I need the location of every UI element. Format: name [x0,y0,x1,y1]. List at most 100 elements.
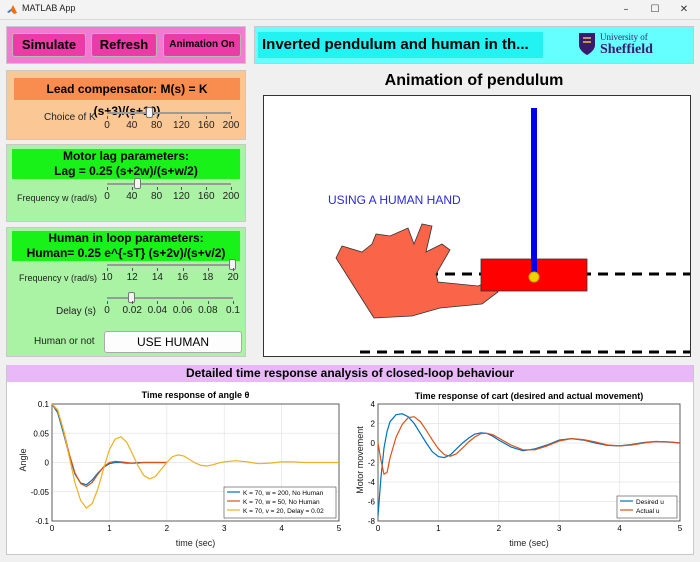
y-tick-label: 0.05 [33,429,49,438]
university-logo: University of Sheffield [578,31,660,59]
slider-tick-label: 80 [151,120,163,131]
slider-thumb[interactable] [146,107,154,118]
slider-tick-mark [107,187,108,190]
logo-text-line2: Sheffield [600,42,653,57]
pendulum-pivot [528,271,540,283]
shield-icon [579,33,595,55]
human-hand-shape [335,223,499,319]
slider-tick-label: 0.02 [122,305,142,316]
slider-tick-mark [233,301,234,304]
slider-tick-mark [156,187,158,190]
w-slider-label: Frequency w (rad/s) [17,193,98,203]
x-tick-label: 2 [497,524,502,533]
x-tick-label: 4 [617,524,622,533]
x-tick-label: 5 [337,524,342,533]
y-tick-label: -0.1 [35,517,49,526]
slider-track[interactable] [107,264,233,266]
slider-tick-label: 0 [104,305,110,316]
slider-tick-mark [132,268,134,271]
slider-tick-mark [182,301,184,304]
y-tick-label: -4 [368,478,376,487]
human-title-line1: Human in loop parameters: [48,231,204,245]
series-line [377,416,681,476]
slider-track[interactable] [107,297,233,299]
slider-tick-label: 160 [197,120,215,131]
slider-tick-mark [107,301,108,304]
use-human-button[interactable]: USE HUMAN [104,331,242,353]
slider-tick-mark [182,268,184,271]
slider-tick-mark [181,116,183,119]
motor-lag-title-line2: Lag = 0.25 (s+2w)/(s+w/2) [54,164,198,178]
legend-entry: K = 70, w = 50, No Human [243,499,320,506]
slider-tick-label: 0 [104,191,110,202]
close-button[interactable]: ✕ [679,4,689,15]
slider-track[interactable] [107,183,231,185]
slider-thumb[interactable] [134,178,141,189]
slider-tick-label: 10 [101,272,113,283]
slider-tick-mark [157,268,159,271]
y-tick-label: 4 [371,400,376,409]
human-title-line2: Human= 0.25 e^{-sT} (s+2v)/(s+v/2) [26,246,226,260]
slider-track[interactable] [107,112,231,114]
slider-tick-mark [131,187,133,190]
logo-text-line1: University of [600,32,648,42]
motor-lag-title-line1: Motor lag parameters: [62,149,190,163]
x-tick-label: 4 [279,524,284,533]
x-tick-label: 0 [50,524,55,533]
slider-tick-label: 16 [177,272,189,283]
analysis-title: Detailed time response analysis of close… [7,365,693,382]
x-tick-label: 0 [376,524,381,533]
slider-tick-mark [157,301,159,304]
slider-thumb[interactable] [229,259,236,270]
delay-slider-label: Delay (s) [56,306,97,317]
slider-tick-label: 18 [202,272,214,283]
slider-tick-label: 200 [222,120,240,131]
slider-tick-mark [181,187,183,190]
slider-tick-mark [207,301,209,304]
animation-axes [263,95,691,357]
slider-tick-label: 0.1 [226,305,240,316]
slider-tick-label: 20 [227,272,239,283]
slider-tick-label: 40 [126,191,138,202]
series-line [51,403,167,488]
animation-toggle-button[interactable]: Animation On [163,33,241,57]
slider-thumb[interactable] [128,292,136,303]
w-slider[interactable]: 0 40 80 120 160 200 [104,178,239,211]
maximize-button[interactable]: ☐ [650,4,660,15]
human-in-loop-title: Human in loop parameters: Human= 0.25 e^… [12,231,240,261]
angle-chart-xlabel: time (sec) [175,538,216,548]
legend-entry: Actual u [636,508,660,515]
slider-tick-label: 14 [151,272,163,283]
motor-lag-title: Motor lag parameters: Lag = 0.25 (s+2w)/… [12,149,240,179]
slider-tick-mark [131,116,133,119]
v-slider[interactable]: 10 12 14 16 18 20 [101,259,239,292]
human-mode-label: Human or not [34,336,95,347]
cart-chart-xlabel: time (sec) [509,538,549,548]
y-tick-label: 2 [371,420,376,429]
cart-chart-title: Time response of cart (desired and actua… [414,391,644,401]
simulate-button[interactable]: Simulate [12,33,86,57]
slider-tick-mark [231,187,232,190]
slider-tick-label: 0.04 [147,305,168,316]
minimize-button[interactable]: – [623,4,629,15]
app-heading: Inverted pendulum and human in th... [258,32,543,58]
x-tick-label: 2 [165,524,170,533]
slider-tick-label: 120 [173,191,190,202]
y-tick-label: 0 [45,459,50,468]
title-bar [0,0,700,20]
legend-entry: K = 70, v = 20, Delay = 0.02 [243,508,324,515]
human-hand-annotation: USING A HUMAN HAND [328,193,461,207]
slider-tick-label: 0.06 [172,305,193,316]
slider-tick-mark [206,116,208,119]
refresh-button[interactable]: Refresh [91,33,157,57]
animation-canvas [335,108,690,354]
series-line [51,403,339,509]
delay-slider[interactable]: 0 0.02 0.04 0.06 0.08 0.1 [104,292,240,325]
matlab-icon [7,5,17,14]
angle-chart: 0 1 2 3 4 5 0.1 0.05 0 -0.05 -0.1 K = 70, w = 200, … [31,400,342,533]
y-tick-label: -2 [368,459,376,468]
k-slider[interactable]: 0 40 80 120 160 200 [104,107,239,136]
animation-title: Animation of pendulum [384,72,564,89]
slider-tick-label: 160 [197,191,215,202]
y-tick-label: 0 [371,439,376,448]
